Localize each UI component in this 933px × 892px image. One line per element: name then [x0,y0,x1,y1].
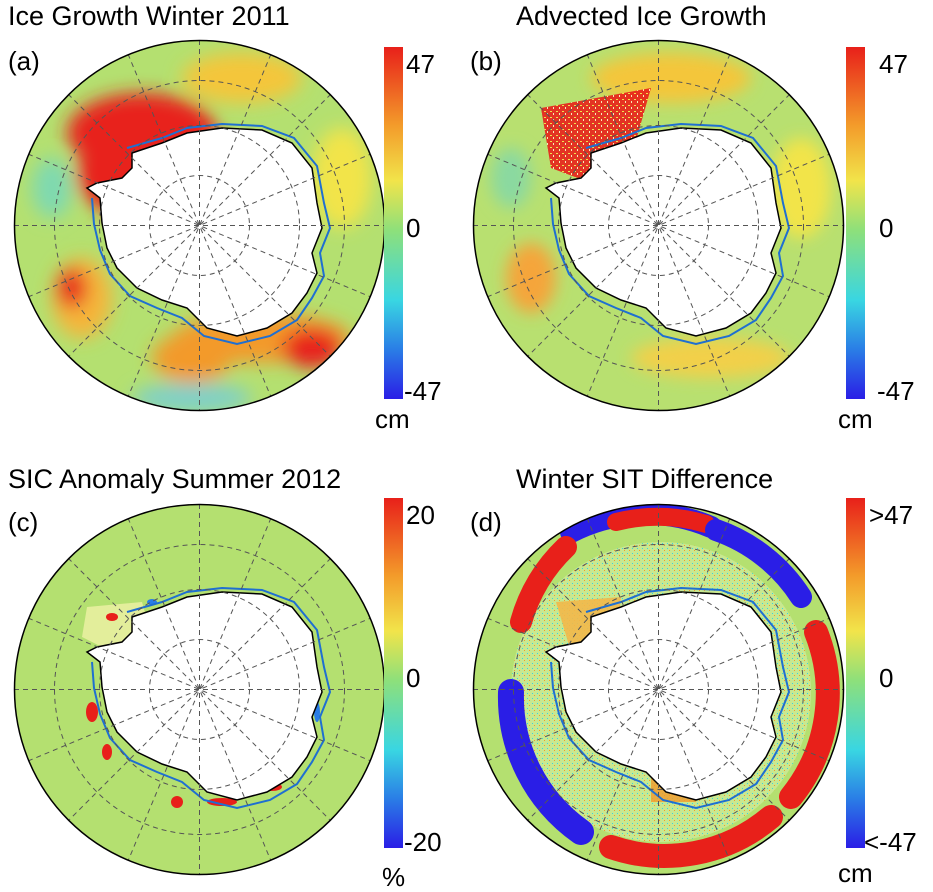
panel-a: Ice Growth Winter 2011 (a) [0,0,466,446]
ice-edge-contour [550,586,791,810]
panel-label: (c) [8,507,39,537]
panel-title: Advected Ice Growth [516,1,767,31]
panel-d: Winter SIT Difference (d) [466,446,933,892]
antarctica-shape [544,127,782,337]
panel-title: SIC Anomaly Summer 2012 [8,464,342,494]
panel-label: (b) [470,46,502,76]
colorbar-unit: % [382,862,406,892]
panel-b: Advected Ice Growth (b) [466,0,933,446]
antarctica-shape [85,127,323,337]
ice-edge-contour [550,122,791,346]
panel-c: SIC Anomaly Summer 2012 (c) [0,446,466,892]
ice-edge-contour [91,122,332,346]
antarctica-shape [85,591,323,801]
colorbar-max-label: 20 [406,500,435,530]
polar-map [13,503,386,876]
panel-label: (d) [470,507,502,537]
colorbar-max-label: >47 [869,500,914,530]
panel-title: Winter SIT Difference [516,464,774,494]
panel-label: (a) [8,46,40,76]
colorbar-unit: cm [375,404,410,434]
colorbar-min-label: -47 [404,376,442,406]
ice-edge-contour [91,586,332,810]
colorbar [384,498,403,848]
colorbar [384,47,403,399]
colorbar-mid-label: 0 [406,213,421,243]
colorbar-min-label: -20 [404,827,442,857]
colorbar-min-label: <-47 [864,827,917,857]
colorbar-mid-label: 0 [406,663,421,693]
panel-title: Ice Growth Winter 2011 [8,1,290,31]
antarctica-shape [544,591,782,801]
polar-map [13,39,386,412]
colorbar [846,47,865,399]
colorbar-unit: cm [838,858,873,888]
colorbar [846,498,865,848]
colorbar-mid-label: 0 [879,663,894,693]
colorbar-mid-label: 0 [879,213,894,243]
polar-map [472,39,845,412]
colorbar-max-label: 47 [406,49,435,79]
polar-map [472,503,845,876]
colorbar-min-label: -47 [877,376,915,406]
colorbar-max-label: 47 [879,49,908,79]
colorbar-unit: cm [838,404,873,434]
